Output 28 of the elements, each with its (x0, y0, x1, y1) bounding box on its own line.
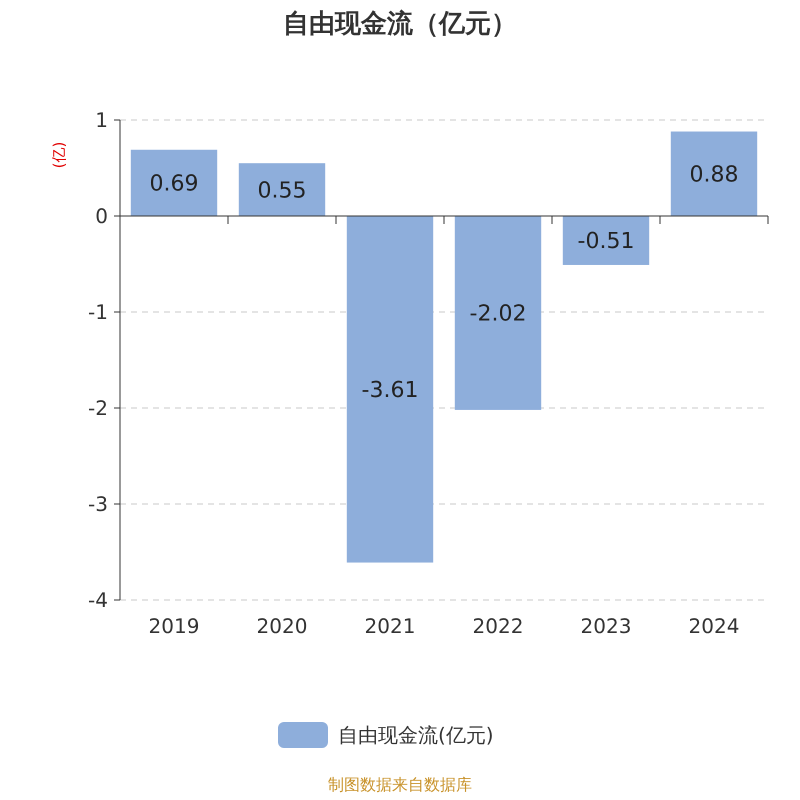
y-axis-title: (亿) (50, 142, 68, 168)
data-label: -0.51 (578, 229, 634, 254)
data-label: 0.69 (150, 172, 198, 197)
y-tick-label: -2 (88, 396, 108, 420)
bar (454, 216, 542, 410)
y-tick-label: -3 (88, 492, 108, 516)
bar (562, 216, 650, 265)
data-label: 0.55 (258, 178, 306, 204)
x-tick-label: 2021 (364, 614, 416, 638)
data-label: -3.61 (362, 378, 418, 403)
data-label: -2.02 (470, 302, 526, 327)
chart-title: 自由现金流（亿元） (283, 9, 517, 39)
x-tick-label: 2022 (472, 614, 524, 638)
bar (670, 132, 758, 216)
text: 制图数据来自数据库 (328, 775, 472, 794)
bar (238, 163, 326, 216)
y-tick-label: -1 (88, 300, 108, 324)
bar (130, 150, 218, 216)
x-tick-label: 2020 (256, 614, 308, 638)
x-tick-label: 2023 (580, 614, 632, 638)
data-label: 0.88 (690, 162, 738, 188)
x-tick-label: 2019 (148, 614, 200, 638)
y-tick-label: -4 (88, 588, 108, 612)
y-tick-label: 1 (95, 108, 108, 132)
y-tick-label: 0 (95, 204, 108, 228)
legend-label: 自由现金流(亿元) (338, 723, 494, 747)
x-tick-label: 2024 (688, 614, 740, 638)
bar (346, 216, 434, 563)
